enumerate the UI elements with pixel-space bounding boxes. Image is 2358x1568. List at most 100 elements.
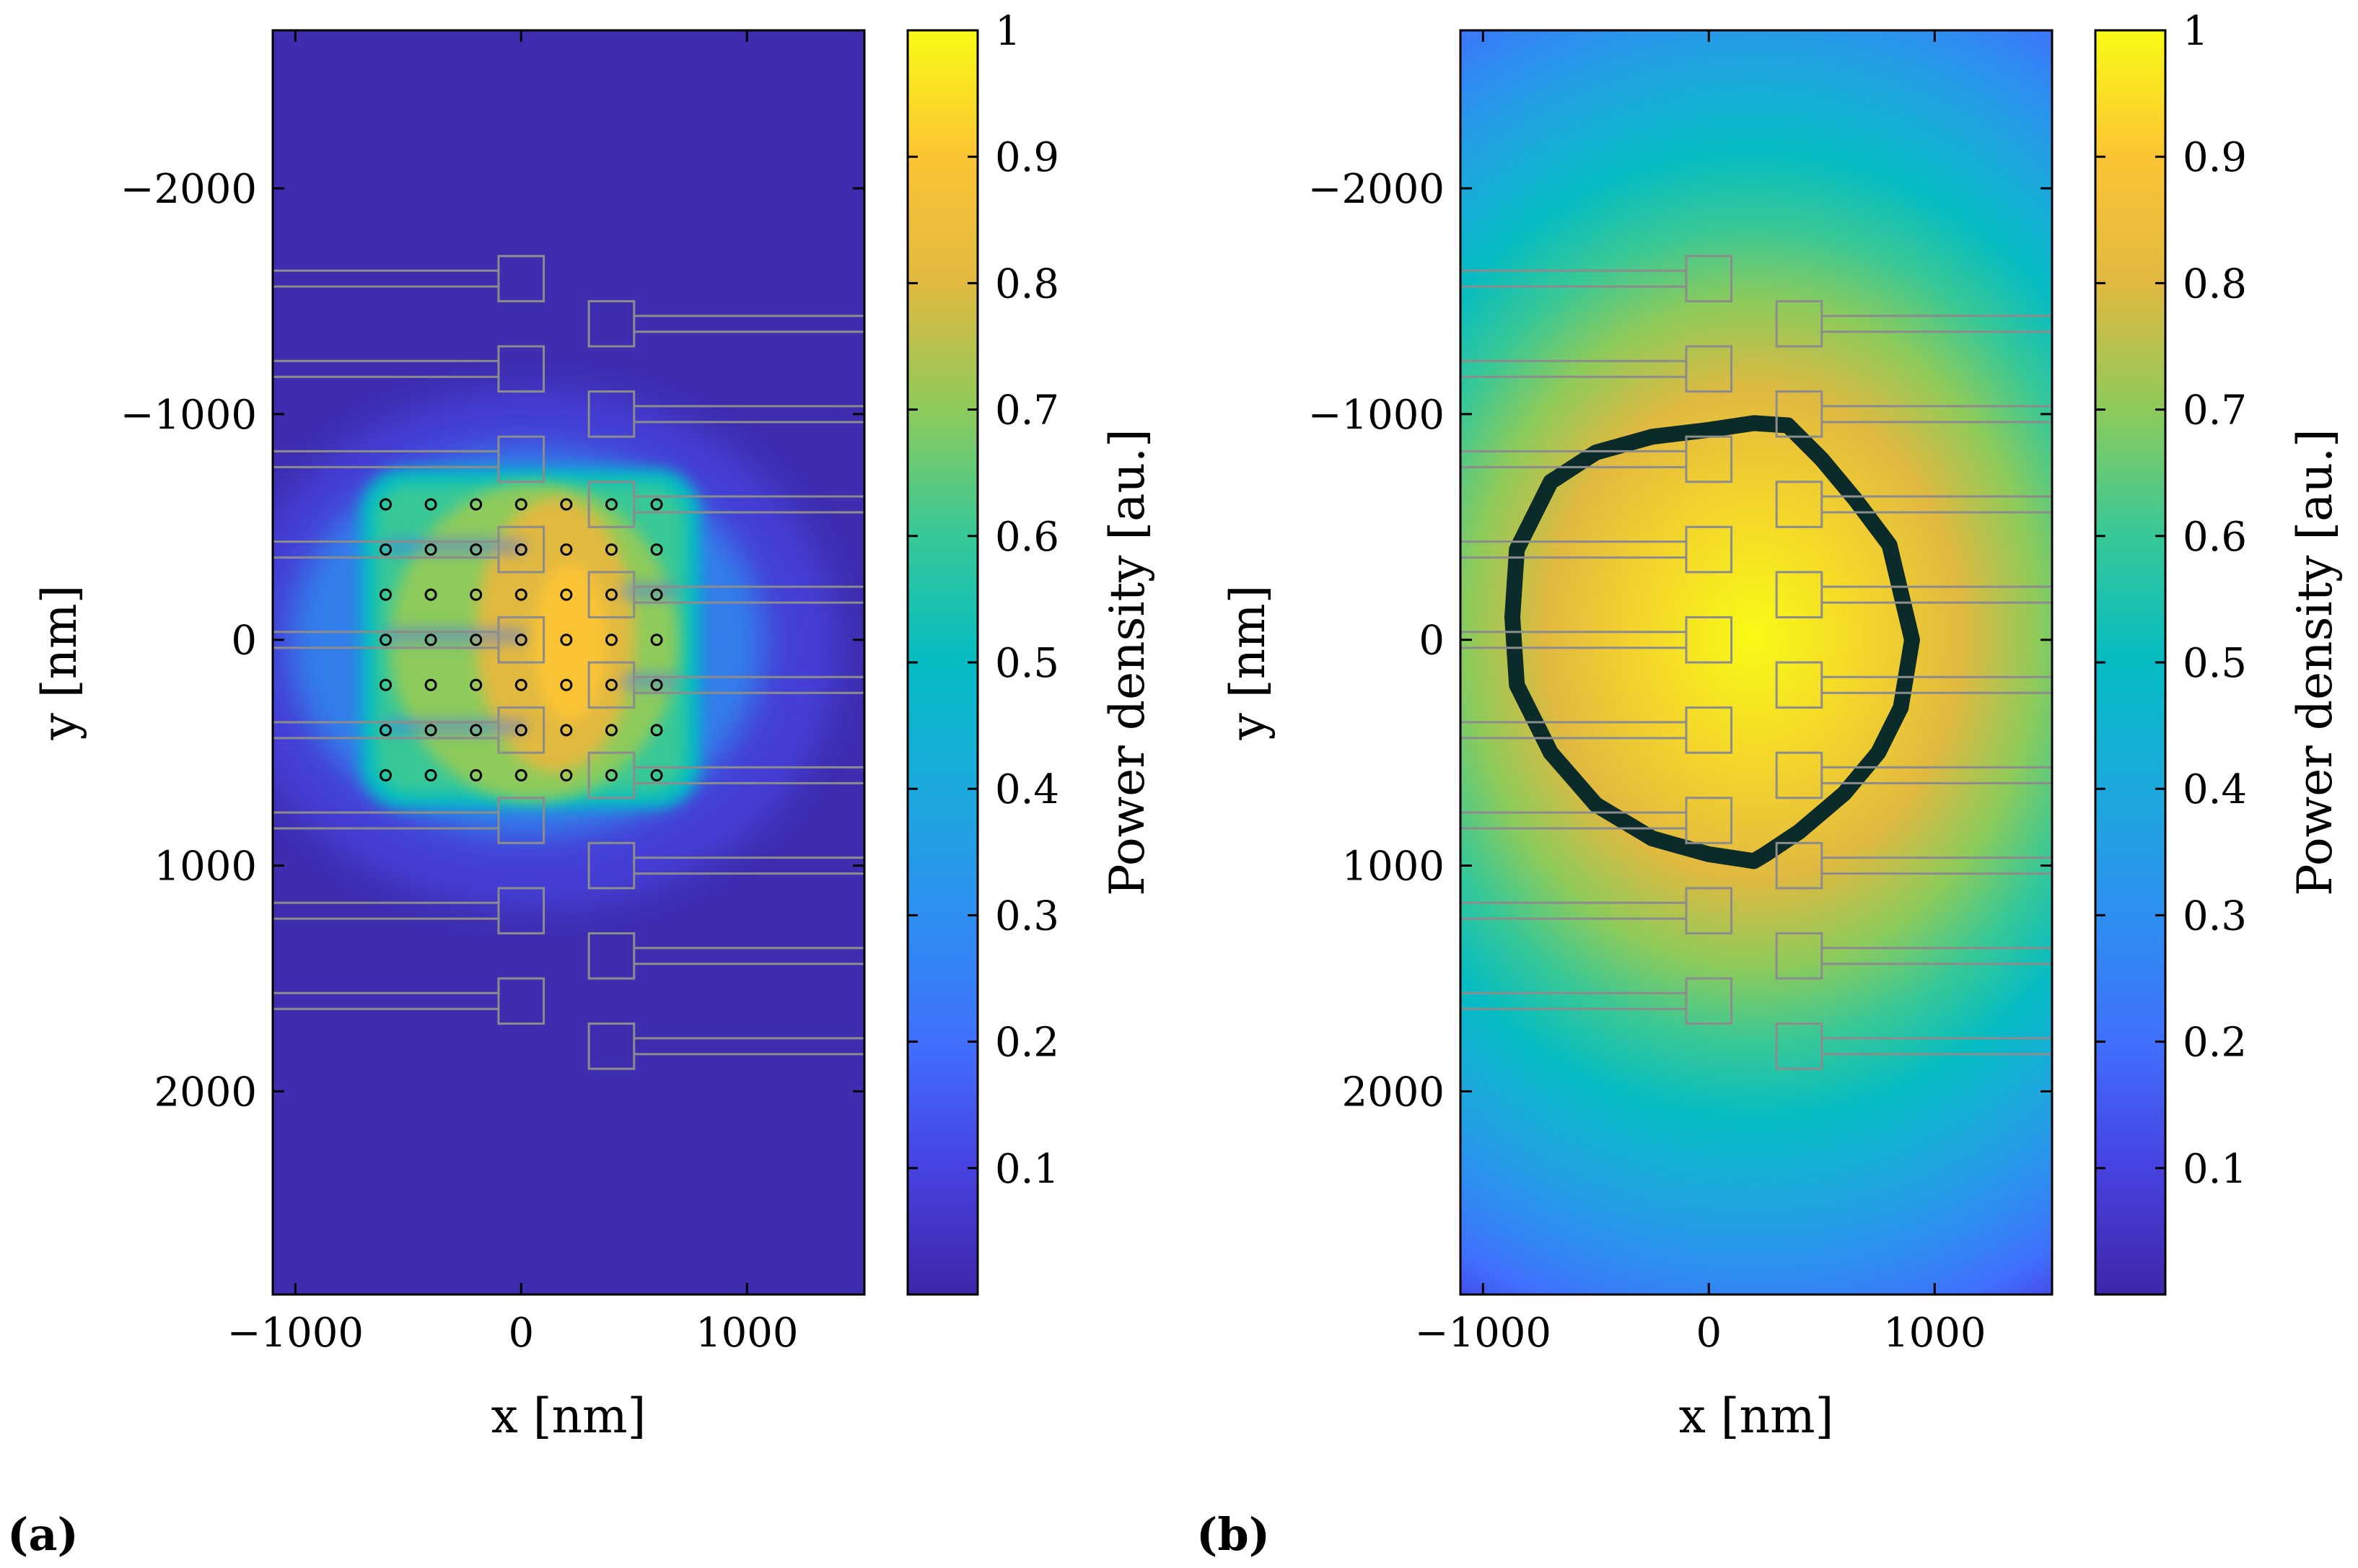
cbtick-label-6: 0.7: [2183, 387, 2247, 434]
pad-left-7: [497, 887, 545, 934]
ticks-b: −1000 0 1000 −2000 −1000 0 1000 2000: [1308, 30, 2052, 1357]
cbtick-label-8: 0.9: [995, 134, 1059, 181]
wire-left-2: [1460, 450, 1686, 468]
pad-right-1: [587, 390, 636, 438]
marker-5-0: [379, 724, 392, 737]
pad-left-0: [497, 255, 545, 302]
marker-5-4: [560, 724, 573, 737]
marker-3-6: [650, 634, 663, 647]
pad-left-7: [1685, 887, 1733, 934]
marker-4-6: [650, 678, 663, 691]
pad-right-5: [587, 751, 636, 800]
wire-left-3: [1460, 540, 1686, 559]
marker-2-6: [650, 588, 663, 601]
xtick-label-2: 1000: [1883, 1310, 1986, 1357]
panel-label-a: (a): [7, 1508, 79, 1561]
marker-5-1: [424, 724, 437, 737]
pad-left-6: [1685, 797, 1733, 844]
cbtick-label-4: 0.5: [995, 640, 1059, 687]
marker-4-4: [560, 678, 573, 691]
pad-right-3: [587, 571, 636, 618]
pad-left-2: [1685, 435, 1733, 483]
ytick-label-3: 1000: [1341, 844, 1445, 890]
cbtick-label-3: 0.4: [995, 766, 1059, 813]
wire-right-3: [634, 585, 864, 604]
ticks-a: −1000 0 1000 −2000 −1000 0 1000 2000: [120, 30, 864, 1357]
cbtick-label-3: 0.4: [2183, 766, 2247, 813]
marker-0-0: [379, 498, 392, 511]
marker-2-2: [470, 588, 483, 601]
marker-2-3: [514, 588, 527, 601]
pad-right-8: [587, 1022, 636, 1070]
pad-left-4: [1685, 616, 1733, 664]
marker-0-1: [424, 498, 437, 511]
marker-0-2: [470, 498, 483, 511]
colorbar-ticks-a: 0.1 0.2 0.3 0.4 0.5 0.6 0.7 0.8 0.9 1: [908, 8, 1059, 1193]
ytick-label-2: 0: [1419, 618, 1445, 665]
marker-5-5: [605, 724, 618, 737]
wire-right-4: [1821, 675, 2052, 694]
markers-a: [379, 498, 663, 781]
marker-4-3: [514, 678, 527, 691]
xtick-label-0: −1000: [227, 1310, 364, 1357]
cbtick-label-4: 0.5: [2183, 640, 2247, 687]
pad-left-4: [497, 616, 545, 664]
wire-right-1: [634, 405, 864, 424]
marker-2-5: [605, 588, 618, 601]
marker-0-6: [650, 498, 663, 511]
xtick-label-1: 0: [508, 1310, 534, 1357]
xlabel-b: x [nm]: [1679, 1388, 1834, 1444]
ylabel-b: y [nm]: [1220, 585, 1276, 741]
pad-right-4: [1775, 661, 1823, 709]
wire-left-6: [273, 811, 499, 830]
marker-0-3: [514, 498, 527, 511]
pad-right-3: [1775, 571, 1823, 618]
pad-left-1: [1685, 345, 1733, 393]
pad-right-2: [587, 481, 636, 528]
marker-4-2: [470, 678, 483, 691]
wire-right-0: [634, 315, 864, 333]
panel-a: −1000 0 1000 −2000 −1000 0 1000 2000 x [nm] y […: [7, 8, 1155, 1561]
cbtick-label-7: 0.8: [2183, 260, 2247, 307]
wire-left-5: [1460, 721, 1686, 740]
pad-left-3: [497, 525, 545, 574]
marker-1-6: [650, 543, 663, 556]
marker-6-3: [514, 768, 527, 781]
pad-right-4: [587, 661, 636, 709]
wire-left-6: [1460, 811, 1686, 830]
pad-right-7: [1775, 932, 1823, 980]
wire-right-5: [634, 766, 864, 784]
heatmap-a: [273, 30, 864, 1295]
panel-label-b: (b): [1196, 1508, 1270, 1561]
contour-b: [1504, 415, 1920, 870]
wire-right-2: [1821, 495, 2052, 514]
pad-right-1: [1775, 390, 1823, 438]
marker-0-5: [605, 498, 618, 511]
wire-left-3: [273, 540, 499, 559]
xtick-label-1: 0: [1696, 1310, 1722, 1357]
ytick-label-1: −1000: [1308, 392, 1445, 439]
marker-3-1: [424, 634, 437, 647]
marker-6-4: [560, 768, 573, 781]
marker-1-5: [605, 543, 618, 556]
pad-left-3: [1685, 525, 1733, 574]
wire-right-0: [1821, 315, 2052, 333]
pads-b: [1460, 255, 2052, 1070]
wire-right-7: [1821, 947, 2052, 965]
cbtick-label-2: 0.3: [2183, 893, 2247, 940]
pad-left-0: [1685, 255, 1733, 302]
wire-right-3: [1821, 585, 2052, 604]
marker-6-1: [424, 768, 437, 781]
marker-6-2: [470, 768, 483, 781]
wire-right-6: [1821, 857, 2052, 875]
cbtick-label-6: 0.7: [995, 387, 1059, 434]
colorbar-label-b: Power density [au.]: [2287, 429, 2343, 895]
marker-2-4: [560, 588, 573, 601]
wire-right-8: [634, 1037, 864, 1056]
marker-6-6: [650, 768, 663, 781]
ytick-label-4: 2000: [1341, 1069, 1445, 1116]
wire-left-8: [1460, 991, 1686, 1010]
pad-right-6: [1775, 841, 1823, 890]
pad-left-5: [497, 706, 545, 754]
colorbar-a: [906, 29, 979, 1296]
